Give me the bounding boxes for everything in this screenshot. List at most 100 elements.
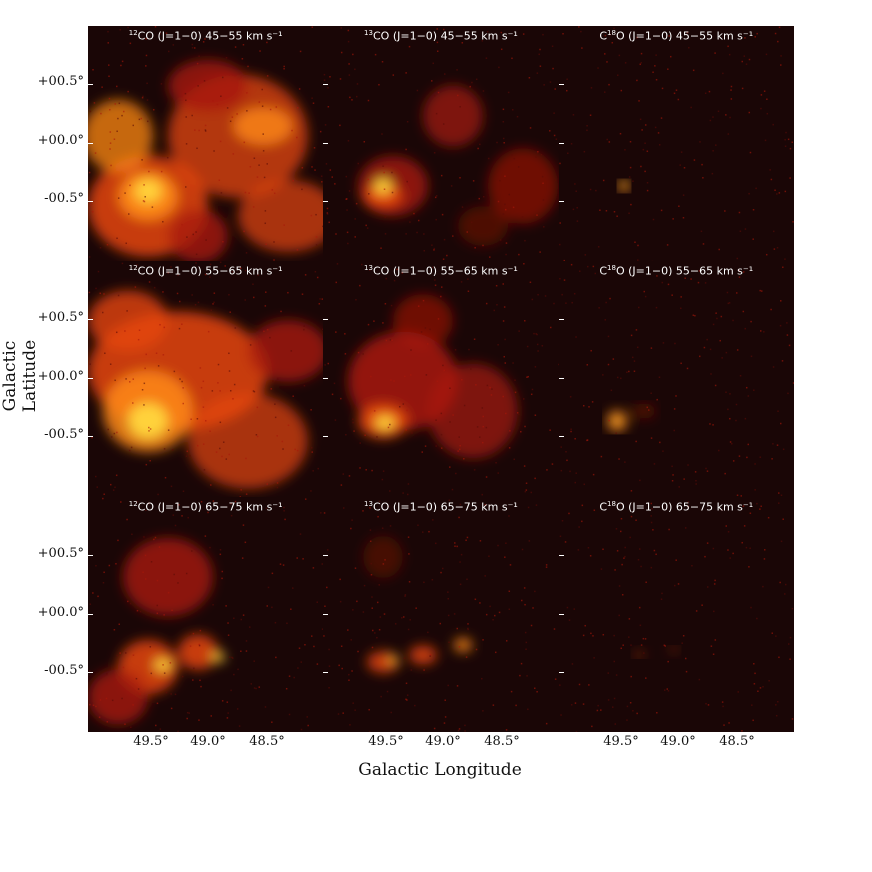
ytick-label: +00.5° — [37, 546, 84, 561]
noise-pixel — [461, 379, 463, 381]
noise-pixel — [320, 511, 322, 514]
noise-pixel — [495, 651, 497, 653]
noise-pixel — [639, 63, 641, 66]
noise-pixel — [356, 600, 358, 602]
transition-label: (J=1−0) — [392, 500, 438, 514]
tick-mark — [323, 378, 329, 380]
noise-pixel — [661, 282, 663, 284]
noise-pixel — [512, 362, 515, 365]
noise-pixel — [185, 572, 188, 574]
noise-pixel — [576, 220, 578, 222]
noise-pixel — [504, 362, 507, 365]
noise-pixel — [612, 358, 614, 361]
noise-pixel — [359, 442, 362, 445]
noise-pixel — [690, 564, 693, 567]
noise-pixel — [748, 547, 751, 549]
noise-pixel — [521, 599, 523, 601]
noise-pixel — [107, 42, 110, 44]
noise-pixel — [344, 333, 346, 335]
transition-label: (J=1−0) — [157, 29, 202, 43]
noise-pixel — [246, 92, 248, 94]
noise-pixel — [666, 687, 668, 690]
noise-pixel — [409, 221, 411, 223]
noise-pixel — [486, 613, 488, 615]
noise-pixel — [752, 719, 754, 721]
noise-pixel — [253, 686, 256, 689]
noise-pixel — [527, 708, 529, 710]
noise-pixel — [264, 222, 267, 225]
noise-pixel — [312, 566, 315, 569]
noise-pixel — [675, 559, 677, 561]
noise-pixel — [232, 153, 235, 155]
panel-title: C18O (J=1−0) 65−75 km s⁻¹ — [559, 500, 794, 514]
noise-pixel — [650, 347, 652, 350]
noise-pixel — [597, 307, 600, 309]
noise-pixel — [466, 655, 468, 658]
noise-pixel — [221, 456, 223, 458]
noise-pixel — [255, 434, 258, 436]
noise-pixel — [651, 528, 654, 531]
noise-pixel — [95, 705, 97, 707]
noise-pixel — [274, 416, 277, 419]
noise-pixel — [142, 200, 145, 202]
noise-pixel — [438, 91, 440, 94]
noise-pixel — [233, 673, 235, 675]
noise-pixel — [245, 252, 248, 254]
noise-pixel — [633, 241, 636, 243]
noise-pixel — [619, 132, 621, 135]
noise-pixel — [479, 601, 481, 604]
noise-pixel — [355, 299, 357, 301]
noise-pixel — [225, 458, 228, 461]
tick-mark — [558, 671, 564, 673]
noise-pixel — [324, 79, 326, 81]
tick-mark — [323, 143, 329, 144]
noise-pixel — [752, 662, 755, 665]
isotope-number: 13 — [364, 29, 373, 37]
noise-pixel — [542, 175, 544, 178]
noise-pixel — [245, 639, 248, 642]
noise-pixel — [479, 143, 481, 146]
noise-pixel — [740, 495, 742, 497]
noise-pixel — [536, 690, 539, 693]
noise-pixel — [124, 330, 126, 333]
noise-pixel — [589, 188, 591, 191]
noise-pixel — [771, 632, 773, 634]
noise-pixel — [525, 648, 528, 650]
emission-map — [558, 261, 794, 497]
noise-pixel — [196, 229, 198, 232]
velocity-range: 65−75 km s⁻¹ — [440, 500, 518, 514]
noise-pixel — [122, 666, 125, 668]
isotope-number: 12 — [128, 499, 138, 508]
noise-pixel — [194, 129, 196, 131]
noise-pixel — [434, 279, 436, 282]
noise-pixel — [179, 378, 181, 381]
noise-pixel — [97, 595, 99, 597]
tick-mark — [558, 143, 564, 144]
noise-pixel — [591, 401, 593, 403]
noise-pixel — [713, 52, 716, 54]
noise-pixel — [474, 338, 476, 341]
noise-pixel — [587, 406, 590, 408]
noise-pixel — [110, 484, 112, 486]
noise-pixel — [327, 86, 330, 89]
noise-pixel — [724, 473, 726, 475]
noise-pixel — [326, 163, 328, 165]
noise-pixel — [114, 486, 116, 489]
noise-pixel — [88, 171, 91, 174]
noise-pixel — [585, 124, 588, 127]
noise-pixel — [184, 92, 187, 95]
noise-pixel — [253, 660, 255, 662]
noise-pixel — [404, 375, 406, 378]
noise-pixel — [329, 169, 332, 171]
noise-pixel — [104, 352, 106, 355]
noise-pixel — [651, 71, 654, 73]
noise-pixel — [578, 270, 581, 273]
noise-pixel — [370, 540, 372, 542]
noise-pixel — [389, 339, 392, 341]
noise-pixel — [745, 546, 747, 548]
noise-pixel — [738, 455, 740, 458]
noise-pixel — [401, 272, 404, 274]
emission-region — [670, 645, 677, 652]
noise-pixel — [763, 548, 766, 551]
noise-pixel — [528, 76, 531, 79]
